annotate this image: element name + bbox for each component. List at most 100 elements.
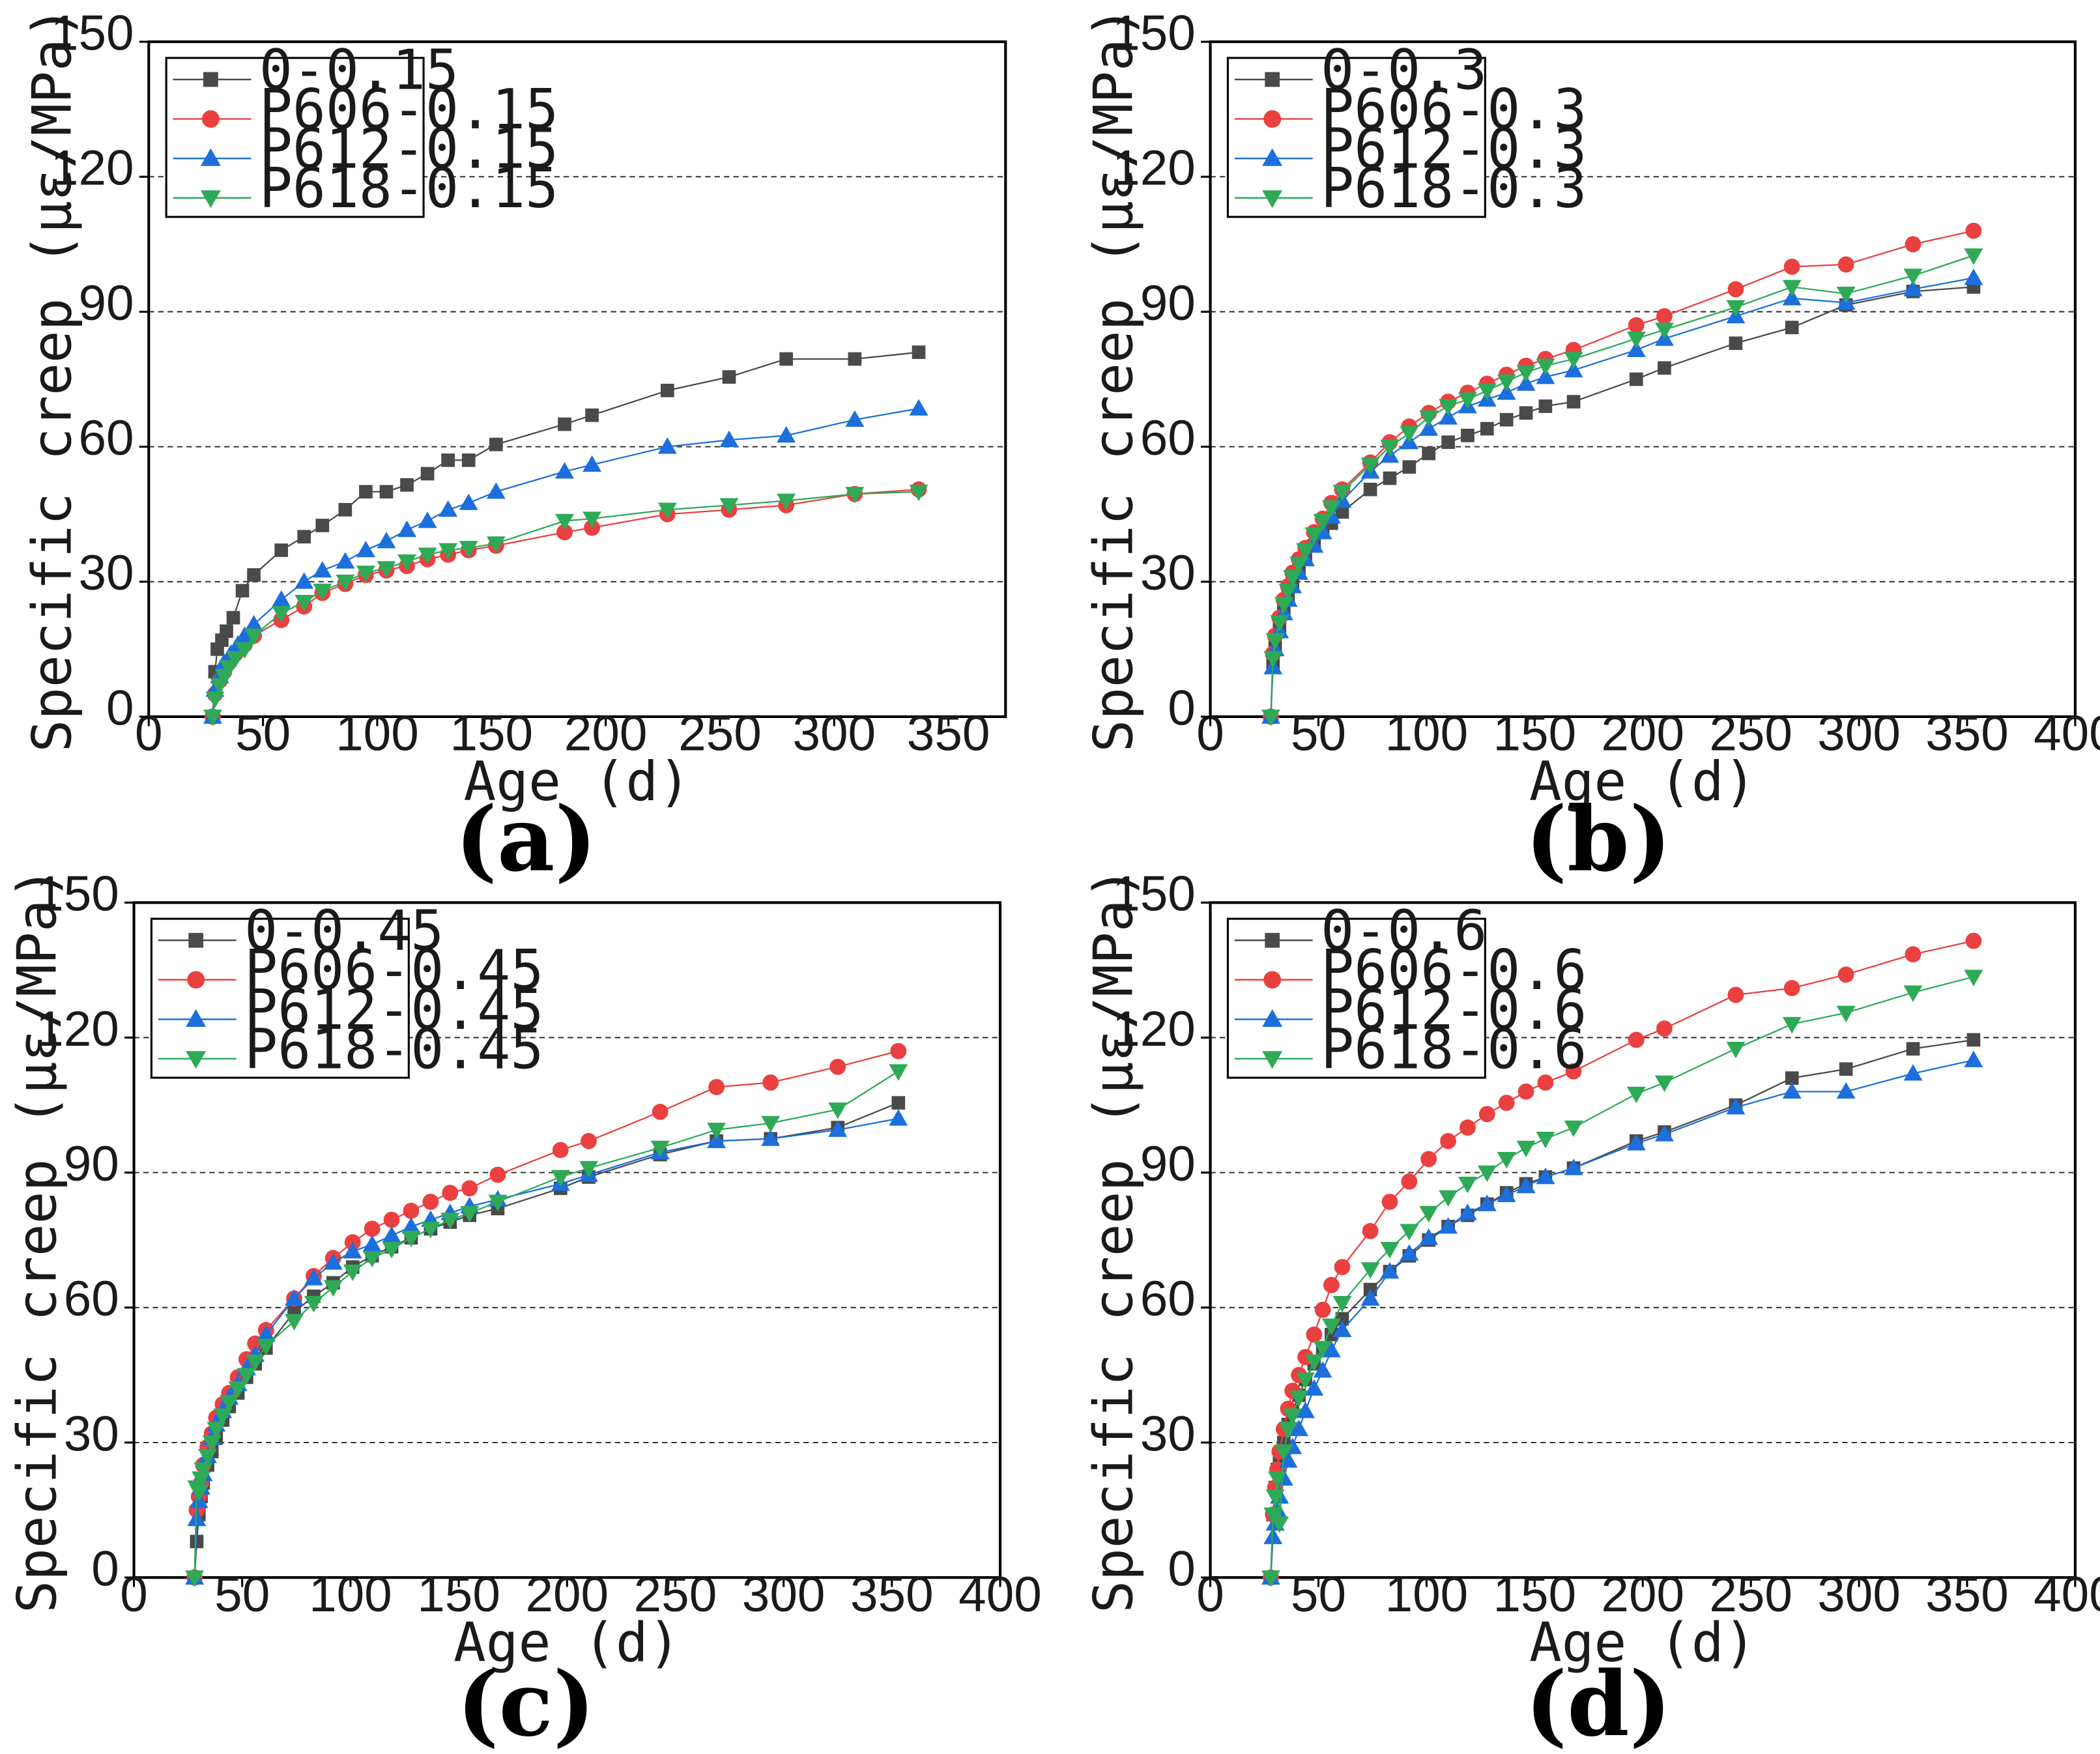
chart-panel-3: 0 50 100 150 200 250 300 350 4000306090120150Age…	[6, 867, 1042, 1754]
legend-label: P612-0.3	[1321, 117, 1587, 181]
data-point	[489, 437, 503, 452]
data-point	[377, 561, 396, 578]
data-point	[1360, 457, 1380, 474]
data-point	[581, 1132, 597, 1149]
data-point	[244, 628, 264, 646]
y-axis-title: Specific creep (με/MPa)	[6, 867, 69, 1613]
data-point	[461, 453, 476, 467]
data-point	[1419, 419, 1439, 436]
data-point	[1400, 1224, 1419, 1241]
data-point	[1461, 429, 1474, 442]
data-point	[1727, 281, 1744, 298]
y-tick-label: 60	[64, 1271, 119, 1327]
legend-label: 0-0.3	[1321, 37, 1487, 102]
legend-marker	[186, 1009, 207, 1027]
y-tick-label: 30	[64, 1406, 119, 1461]
data-point	[304, 1296, 323, 1313]
y-tick-label: 150	[1112, 6, 1196, 61]
series-P618-0.3	[1261, 248, 1983, 726]
data-point	[1538, 399, 1553, 413]
data-point	[1289, 1390, 1309, 1407]
data-point	[1497, 374, 1516, 391]
data-point	[235, 626, 255, 643]
data-point	[219, 660, 238, 677]
data-point	[237, 1368, 256, 1385]
data-point	[722, 370, 736, 384]
x-tick-label: 300	[1817, 706, 1901, 762]
data-point	[1566, 395, 1581, 409]
data-point	[1383, 471, 1397, 485]
data-point	[272, 590, 291, 607]
data-point	[652, 1103, 669, 1120]
data-point	[403, 1202, 420, 1219]
data-point	[220, 1394, 239, 1412]
data-point	[202, 1435, 222, 1452]
legend-label: P606-0.6	[1321, 938, 1587, 1002]
data-point	[1321, 1340, 1341, 1358]
data-point	[1402, 460, 1417, 474]
data-point	[441, 453, 455, 467]
data-point	[189, 1485, 209, 1502]
data-point	[1905, 236, 1921, 253]
legend-marker	[201, 110, 220, 128]
data-point	[1380, 1262, 1400, 1279]
legend-marker	[186, 1051, 207, 1069]
data-point	[1314, 1301, 1331, 1318]
data-point	[379, 485, 394, 499]
data-point	[207, 1422, 226, 1439]
data-point	[356, 540, 375, 558]
data-point	[1906, 1042, 1920, 1056]
data-point	[185, 1570, 205, 1587]
data-point	[1626, 332, 1646, 349]
data-point	[1283, 1408, 1302, 1426]
data-point	[1360, 1262, 1380, 1279]
data-point	[439, 543, 458, 560]
data-point	[418, 511, 437, 528]
data-point	[708, 1079, 725, 1095]
data-point	[220, 624, 233, 639]
data-point	[1323, 1276, 1340, 1293]
data-point	[1656, 1020, 1673, 1037]
data-point	[1783, 980, 1800, 996]
y-tick-label: 60	[1140, 1271, 1196, 1327]
data-point	[459, 493, 478, 510]
data-point	[343, 1242, 362, 1259]
x-tick-label: 150	[417, 1567, 500, 1622]
data-point	[1628, 1031, 1645, 1048]
legend-marker	[1262, 1009, 1283, 1027]
data-point	[1440, 1132, 1456, 1149]
legend-label: P606-0.15	[259, 77, 558, 141]
x-axis-title: Age (d)	[1529, 750, 1756, 813]
data-point	[1380, 439, 1400, 457]
data-point	[1516, 365, 1536, 382]
y-tick-label: 120	[51, 141, 134, 196]
data-point	[1274, 1444, 1293, 1461]
data-point	[400, 478, 414, 492]
data-point	[1458, 1177, 1477, 1194]
legend-label: 0-0.45	[244, 899, 444, 963]
data-point	[1439, 1190, 1458, 1207]
data-point	[297, 530, 311, 544]
panel-label: (c)	[457, 1652, 595, 1754]
data-point	[1497, 1152, 1516, 1169]
data-point	[1263, 1507, 1283, 1524]
data-point	[761, 1115, 781, 1133]
y-tick-label: 120	[1112, 141, 1196, 196]
data-point	[256, 1338, 276, 1355]
data-point	[1783, 258, 1800, 275]
data-point	[1536, 1168, 1555, 1185]
data-point	[295, 572, 314, 589]
x-tick-label: 0	[120, 1567, 148, 1622]
data-point	[1965, 932, 1982, 949]
data-point	[828, 1120, 848, 1137]
data-point	[382, 1242, 401, 1259]
data-point	[1497, 383, 1516, 400]
data-point	[1265, 1489, 1285, 1506]
data-point	[1422, 446, 1436, 461]
data-point	[356, 566, 375, 582]
data-point	[1420, 1151, 1437, 1168]
x-tick-label: 150	[1493, 706, 1576, 762]
data-point	[1335, 1312, 1349, 1326]
data-point	[1727, 986, 1744, 1003]
data-point	[362, 1235, 382, 1252]
